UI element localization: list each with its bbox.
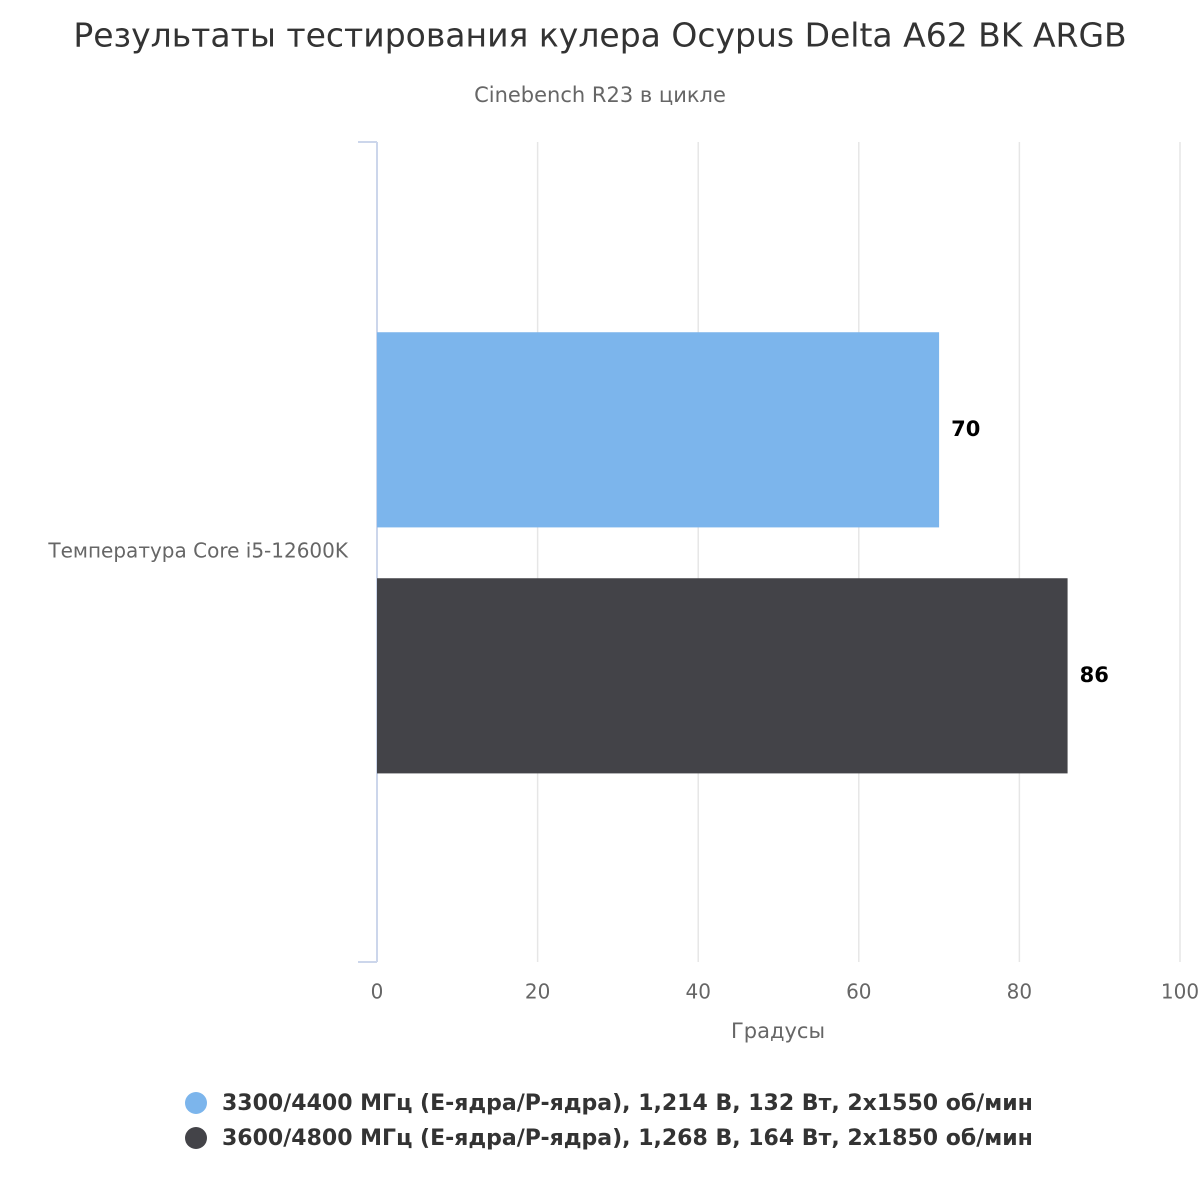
- legend-marker: [185, 1127, 207, 1149]
- x-tick-label: 60: [846, 980, 871, 1004]
- x-tick-label: 0: [371, 980, 384, 1004]
- chart-title: Результаты тестирования кулера Ocypus De…: [73, 16, 1126, 55]
- x-tick-label: 20: [525, 980, 550, 1004]
- data-label: 70: [951, 417, 980, 441]
- bar: [377, 332, 940, 528]
- data-label: 86: [1080, 663, 1109, 687]
- legend-label: 3300/4400 МГц (E-ядра/P-ядра), 1,214 В, …: [222, 1091, 1033, 1116]
- chart-subtitle: Cinebench R23 в цикле: [474, 83, 726, 107]
- bar: [377, 578, 1068, 774]
- x-axis-label: Градусы: [731, 1019, 825, 1043]
- x-tick-label: 40: [685, 980, 710, 1004]
- legend-marker: [185, 1092, 207, 1114]
- x-tick-label: 80: [1007, 980, 1032, 1004]
- legend-label: 3600/4800 МГц (E-ядра/P-ядра), 1,268 В, …: [222, 1126, 1033, 1151]
- x-tick-label: 100: [1161, 980, 1199, 1004]
- y-tick-label: Температура Core i5-12600K: [47, 539, 349, 563]
